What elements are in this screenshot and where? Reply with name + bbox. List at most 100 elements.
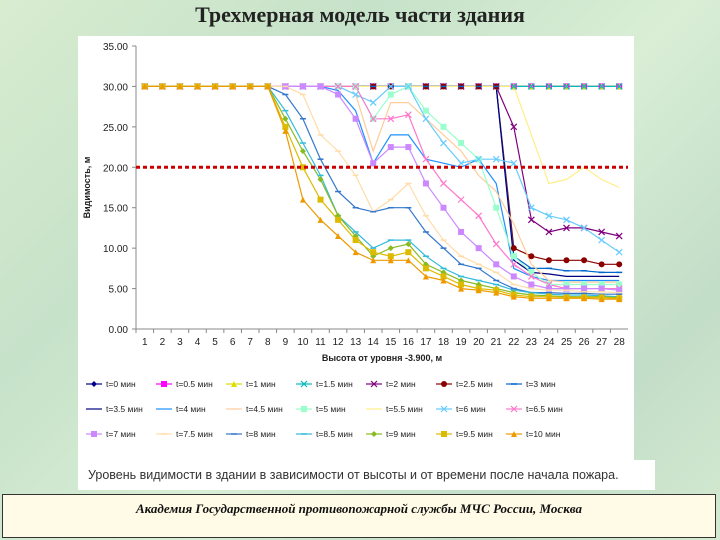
x-tick-label: 22 [508, 337, 520, 348]
legend-label: t=7.5 мин [176, 429, 213, 439]
data-point [370, 160, 377, 167]
data-point [440, 139, 447, 147]
data-point [527, 204, 535, 212]
data-point [615, 248, 623, 256]
legend-label: t=6.5 мин [526, 404, 563, 414]
x-tick-label: 3 [177, 337, 183, 348]
x-tick-label: 11 [315, 337, 326, 348]
x-tick-label: 8 [265, 337, 271, 348]
data-point [545, 285, 552, 292]
legend-label: t=5 мин [316, 404, 346, 414]
data-point [581, 285, 588, 292]
y-tick-label: 30.00 [103, 82, 128, 93]
data-point [282, 115, 289, 122]
data-point [422, 180, 429, 187]
data-point [510, 273, 517, 280]
data-point [545, 83, 553, 90]
data-point [616, 287, 623, 294]
series-line [144, 85, 620, 300]
legend-label: t=5.5 мин [386, 404, 423, 414]
legend-label: t=0 мин [106, 379, 136, 389]
data-point [492, 155, 500, 163]
data-point [300, 380, 308, 388]
data-point [581, 295, 588, 302]
data-point [440, 180, 447, 187]
legend-label: t=8.5 мин [316, 429, 353, 439]
data-point [299, 196, 306, 203]
x-tick-label: 1 [142, 337, 148, 348]
data-point [457, 196, 465, 204]
x-tick-label: 2 [160, 337, 166, 348]
data-point [441, 431, 447, 437]
y-tick-label: 15.00 [103, 204, 128, 215]
data-point [440, 123, 447, 130]
data-point [264, 83, 271, 90]
data-point [615, 232, 623, 240]
data-point [563, 83, 570, 90]
data-point [422, 115, 430, 123]
data-point [510, 260, 518, 268]
x-tick-label: 19 [456, 337, 468, 348]
legend-label: t=4.5 мин [246, 404, 283, 414]
x-tick-label: 27 [596, 337, 608, 348]
data-point [212, 83, 219, 90]
series-line [144, 85, 620, 265]
data-point [352, 237, 359, 244]
data-point [335, 216, 342, 223]
data-point [405, 241, 412, 248]
x-tick-label: 18 [438, 337, 450, 348]
x-tick-label: 14 [368, 337, 380, 348]
data-point [370, 380, 378, 388]
data-point [387, 115, 395, 123]
data-point [510, 123, 518, 131]
data-point [510, 405, 518, 413]
data-point [440, 405, 448, 413]
data-point [493, 261, 500, 268]
data-point [371, 431, 377, 437]
x-tick-label: 28 [614, 337, 626, 348]
data-point [405, 249, 412, 256]
legend-label: t=1.5 мин [316, 379, 353, 389]
series-line [144, 85, 620, 299]
data-point [545, 295, 552, 302]
data-point [510, 83, 518, 90]
data-point [475, 155, 483, 163]
data-point [616, 261, 623, 268]
data-point [545, 228, 553, 236]
chart-caption: Уровень видимости в здании в зависимости… [78, 460, 655, 490]
y-tick-label: 20.00 [103, 163, 128, 174]
data-point [335, 91, 342, 98]
data-point [161, 381, 167, 387]
data-point [301, 406, 307, 412]
data-point [598, 296, 605, 303]
data-point [527, 216, 535, 224]
data-point [563, 257, 570, 264]
chart-panel: 0.00 5.00 10.00 15.00 20.00 25.00 30.00 35.00 1 2… [78, 36, 634, 460]
data-point [405, 144, 412, 151]
data-point [440, 204, 447, 211]
x-tick-label: 26 [579, 337, 591, 348]
data-point [598, 236, 606, 244]
data-point [528, 295, 535, 302]
legend-label: t=8 мин [246, 429, 276, 439]
x-tick-label: 6 [230, 337, 236, 348]
data-point [475, 245, 482, 252]
data-point [352, 91, 360, 98]
data-point [563, 295, 570, 302]
data-point [598, 261, 605, 268]
y-tick-label: 25.00 [103, 123, 128, 134]
data-point [91, 431, 97, 437]
data-point [369, 99, 377, 107]
x-tick-label: 16 [403, 337, 415, 348]
x-tick-label: 24 [543, 337, 555, 348]
legend-label: t=0.5 мин [176, 379, 213, 389]
x-tick-label: 10 [297, 337, 309, 348]
data-point [615, 83, 623, 90]
series-line [144, 85, 620, 253]
data-point [317, 176, 324, 183]
x-tick-label: 4 [195, 337, 201, 348]
data-point [580, 83, 588, 90]
data-point [545, 257, 552, 264]
data-point [598, 228, 606, 236]
data-point [510, 159, 518, 167]
